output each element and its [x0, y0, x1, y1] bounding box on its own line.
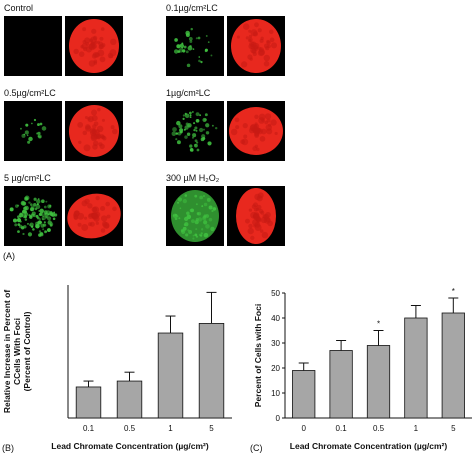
bar [292, 370, 316, 419]
tile-0-1-nucleus [227, 16, 285, 76]
y-tick-label: 30 [271, 339, 280, 348]
label-1-lc: 1µg/cm²LC [166, 88, 211, 98]
nucleus-blob [69, 19, 119, 73]
y-axis-title: Relative Increase in Percent of [2, 290, 12, 413]
tile-1-foci [166, 101, 224, 161]
x-tick-label: 0.5 [373, 424, 385, 433]
y-tick-label: 50 [271, 289, 280, 298]
foci-blob [171, 111, 218, 152]
bar [366, 345, 391, 419]
nucleus-blob [67, 193, 121, 239]
y-axis-title: (Percent of Control) [22, 311, 32, 391]
tile-0-5-nucleus [65, 101, 123, 161]
tile-5-nucleus [65, 186, 123, 246]
tile-control-foci [4, 16, 62, 76]
x-tick-label: 1 [414, 424, 419, 433]
y-axis-title: Percent of Cells with Foci [253, 304, 263, 407]
y-tick-label: 40 [271, 314, 280, 323]
label-0-1-lc: 0.1µg/cm²LC [166, 3, 218, 13]
tile-control-nucleus [65, 16, 123, 76]
nucleus-blob [236, 188, 276, 244]
tile-h2o2-foci [166, 186, 224, 246]
tile-1-nucleus [227, 101, 285, 161]
bar [404, 317, 428, 419]
x-axis-title: Lead Chromate Concentration (µg/cm²) [290, 441, 448, 451]
significance-marker: * [377, 320, 380, 329]
x-tick-label: 0 [301, 424, 306, 433]
x-tick-label: 5 [451, 424, 456, 433]
tile-5-foci [4, 186, 62, 246]
x-tick-label: 1 [168, 424, 173, 433]
y-tick-label: 10 [271, 389, 280, 398]
tile-h2o2-nucleus [227, 186, 285, 246]
bar [116, 380, 143, 419]
tile-0-1-foci [166, 16, 224, 76]
nucleus-blob [231, 19, 281, 73]
y-tick-label: 20 [271, 364, 280, 373]
label-h2o2: 300 µM H₂O₂ [166, 173, 220, 183]
x-axis-title: Lead Chromate Concentration (µg/cm²) [51, 441, 209, 451]
y-axis-title: CCells With Foci [12, 318, 22, 385]
bar [198, 323, 225, 419]
chart-c: 0 10 20 30 40 50 0 0.1 0.5 * 1 5 * Lead Chromate Conc… [253, 287, 472, 451]
bar [329, 350, 353, 419]
label-5-lc: 5 µg/cm²LC [4, 173, 51, 183]
panel-c-label: (C) [250, 443, 263, 453]
tile-0-5-foci [4, 101, 62, 161]
x-tick-label: 0.5 [124, 424, 136, 433]
y-tick-label: 0 [276, 414, 281, 423]
x-tick-label: 0.1 [83, 424, 95, 433]
nucleus-blob [229, 107, 283, 155]
x-tick-label: 5 [209, 424, 214, 433]
x-tick-label: 0.1 [336, 424, 348, 433]
foci-blob [171, 190, 219, 242]
panel-a-label: (A) [3, 251, 15, 261]
bar [441, 312, 465, 419]
label-control: Control [4, 3, 34, 13]
panel-b-label: (B) [2, 443, 14, 453]
significance-marker: * [452, 287, 455, 296]
bar [75, 386, 102, 419]
foci-blob [9, 195, 58, 237]
bar [157, 332, 184, 419]
label-0-5-lc: 0.5µg/cm²LC [4, 88, 56, 98]
foci-blob [173, 27, 213, 68]
foci-blob [20, 118, 47, 144]
nucleus-blob [68, 105, 120, 157]
